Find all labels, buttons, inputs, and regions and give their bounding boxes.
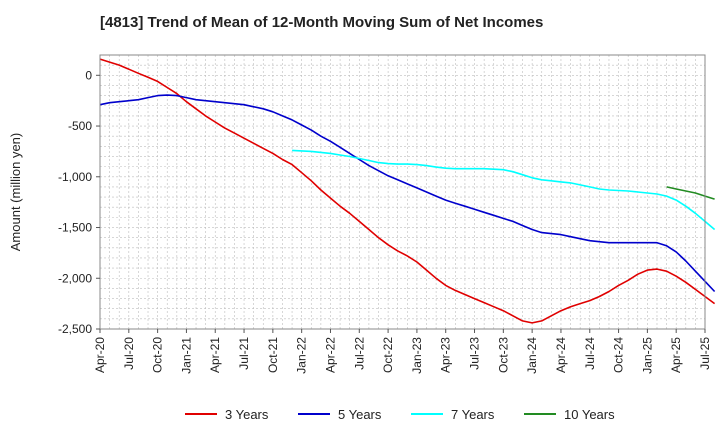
y-axis-label: Amount (million yen): [8, 133, 23, 252]
x-tick-label: Apr-23: [439, 337, 453, 373]
series-layer: [99, 58, 716, 324]
x-tick-label: Jan-24: [525, 337, 539, 374]
x-tick-label: Jul-25: [698, 337, 712, 370]
x-tick-label: Apr-25: [669, 337, 683, 373]
x-tick-label: Jul-24: [583, 337, 597, 370]
x-axis-ticks: Apr-20 Jul-20 Oct-20 Jan-21 Apr-21 Jul-21 Oct-…: [93, 329, 712, 374]
x-tick-label: Jan-25: [640, 337, 654, 374]
x-tick-label: Apr-20: [93, 337, 107, 373]
series-line-5-years: [99, 94, 716, 293]
series-line-10-years: [666, 186, 715, 200]
y-tick-label: -500: [68, 119, 92, 133]
x-tick-label: Jan-21: [179, 337, 193, 374]
x-tick-label: Apr-21: [208, 337, 222, 373]
x-tick-label: Jan-23: [410, 337, 424, 374]
x-tick-label: Oct-23: [496, 337, 510, 373]
y-tick-label: 0: [85, 68, 92, 82]
x-tick-label: Apr-22: [323, 337, 337, 373]
plot-frame: [99, 54, 706, 330]
x-tick-label: Oct-21: [266, 337, 280, 373]
y-tick-label: -1,000: [58, 170, 92, 184]
legend-label: 5 Years: [338, 407, 382, 422]
x-tick-label: Jan-22: [295, 337, 309, 374]
x-tick-label: Jul-20: [122, 337, 136, 370]
chart-title: [4813] Trend of Mean of 12-Month Moving …: [100, 14, 544, 31]
y-tick-label: -2,000: [58, 271, 92, 285]
x-tick-label: Oct-24: [612, 337, 626, 373]
x-tick-label: Jul-21: [237, 337, 251, 370]
legend-label: 3 Years: [225, 407, 269, 422]
y-tick-label: -1,500: [58, 221, 92, 235]
legend-label: 7 Years: [451, 407, 495, 422]
x-tick-label: Jul-22: [352, 337, 366, 370]
legend-label: 10 Years: [564, 407, 615, 422]
x-tick-label: Oct-22: [381, 337, 395, 373]
legend: 3 Years 5 Years 7 Years 10 Years: [185, 407, 615, 422]
y-tick-label: -2,500: [58, 322, 92, 336]
y-axis-ticks: 0 -500 -1,000 -1,500 -2,000 -2,500: [58, 68, 100, 336]
series-line-3-years: [99, 58, 716, 324]
x-tick-label: Oct-20: [151, 337, 165, 373]
series-line-7-years: [292, 149, 716, 231]
x-tick-label: Apr-24: [554, 337, 568, 373]
x-tick-label: Jul-23: [468, 337, 482, 370]
